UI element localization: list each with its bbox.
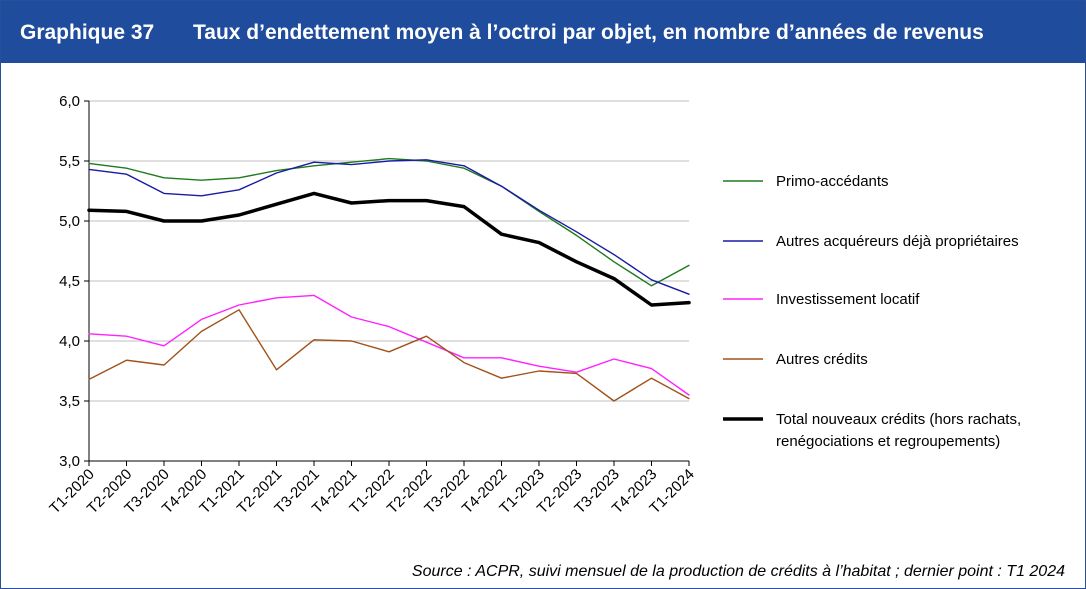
legend-label: Total nouveaux crédits (hors rachats, — [776, 411, 1021, 428]
y-tick-label: 4,5 — [59, 273, 80, 290]
y-axis-ticks: 3,0 3,5 4,0 4,5 5,0 5,5 6,0 — [59, 93, 80, 470]
x-axis-ticks: T1-2020T2-2020T3-2020T4-2020T1-2021T2-20… — [46, 466, 698, 518]
y-tick-label: 3,0 — [59, 453, 80, 470]
chart-number: Graphique 37 — [20, 21, 155, 44]
y-tick-label: 4,0 — [59, 333, 80, 350]
y-tick-label: 3,5 — [59, 393, 80, 410]
legend-label: Investissement locatif — [776, 291, 920, 308]
source-note: Source : ACPR, suivi mensuel de la produ… — [411, 563, 1065, 580]
legend-label: Primo-accédants — [776, 173, 889, 190]
legend: Primo-accédants Autres acquéreurs déjà pr… — [723, 173, 1021, 450]
series-line-3 — [88, 294, 690, 396]
y-tick-label: 6,0 — [59, 93, 80, 110]
legend-label: renégociations et regroupements) — [776, 433, 1000, 450]
series-lines — [87, 157, 691, 402]
y-tick-label: 5,5 — [59, 153, 80, 170]
axes — [84, 100, 690, 466]
chart-header: Graphique 37 Taux d’endettement moyen à … — [1, 1, 1085, 63]
series-line-1 — [88, 157, 690, 287]
series-line-4 — [88, 309, 690, 402]
legend-label: Autres acquéreurs déjà propriétaires — [776, 233, 1019, 250]
series-line-5 — [87, 191, 691, 307]
chart-title: Taux d’endettement moyen à l’octroi par … — [193, 21, 984, 44]
line-chart: 3,0 3,5 4,0 4,5 5,0 5,5 6,0 T1-2020T2-2020T3-2… — [46, 93, 1021, 518]
y-tick-label: 5,0 — [59, 213, 80, 230]
legend-label: Autres crédits — [776, 351, 868, 368]
series-line-2 — [88, 159, 690, 295]
